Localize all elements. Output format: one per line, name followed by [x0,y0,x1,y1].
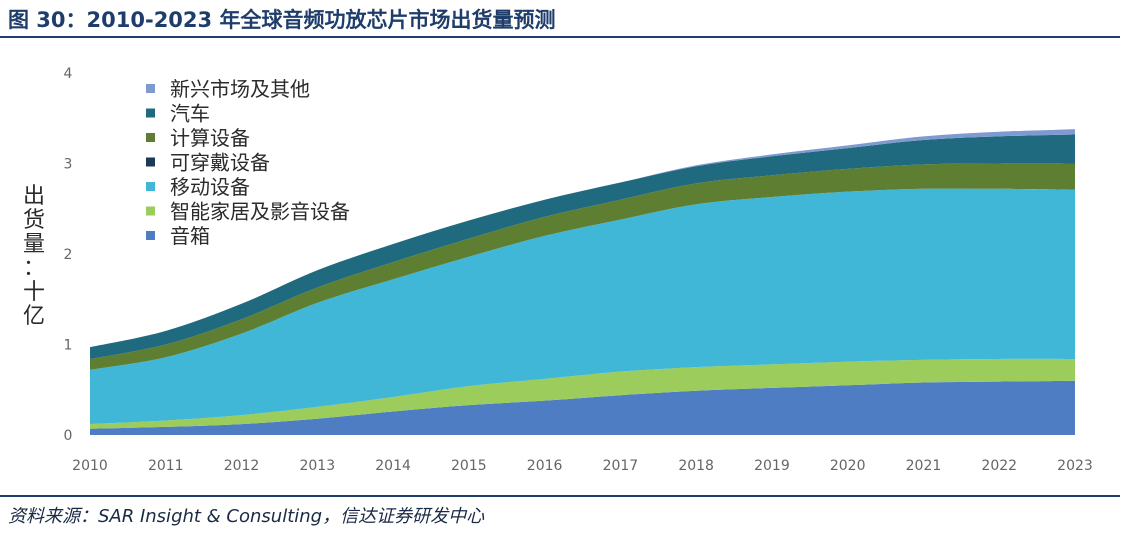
area-series-5 [90,163,1075,370]
x-tick-label: 2016 [527,458,563,474]
legend-label: 汽车 [170,102,210,126]
legend-swatch [146,84,155,93]
top-divider [0,36,1120,38]
x-axis-ticks: 2010 2011 2012 2013 2014 2015 2016 2017 2018 2019… [72,458,1093,474]
area-series-2 [90,358,1075,429]
chart-title: 图 30：2010-2023 年全球音频功放芯片市场出货量预测 [8,8,556,32]
x-tick-label: 2015 [451,458,487,474]
x-tick-label: 2023 [1057,458,1093,474]
area-series-3 [90,188,1075,425]
x-tick-label: 2018 [678,458,714,474]
legend-label: 智能家居及影音设备 [170,200,350,224]
y-tick-label: 3 [64,157,73,173]
legend-label: 可穿戴设备 [170,151,270,175]
area-series-6 [90,134,1075,359]
y-axis-label-char: 出 [23,184,45,209]
area-series-group [90,129,1075,435]
y-axis-label-char: 量 [23,232,45,257]
y-axis-ticks: 0 1 2 3 4 [64,66,73,444]
y-axis-label-char: 货 [23,208,45,233]
y-tick-label: 1 [64,338,73,354]
y-tick-label: 0 [64,428,73,444]
legend-swatch [146,182,155,191]
x-tick-label: 2020 [830,458,866,474]
x-tick-label: 2021 [906,458,942,474]
x-tick-label: 2013 [299,458,335,474]
x-tick-label: 2011 [148,458,184,474]
x-tick-label: 2022 [981,458,1017,474]
x-tick-label: 2017 [603,458,639,474]
legend-label: 新兴市场及其他 [170,77,310,101]
legend-label: 音箱 [170,224,210,248]
bottom-divider [0,495,1120,497]
legend-swatch [146,157,155,167]
x-tick-label: 2019 [754,458,790,474]
x-tick-label: 2014 [375,458,411,474]
y-tick-label: 4 [64,66,73,82]
y-axis-label-char: 亿 [23,304,45,329]
legend-label: 移动设备 [170,175,250,199]
legend-label: 计算设备 [170,126,250,150]
y-axis-label: 出货量：十亿 [23,184,45,329]
y-tick-label: 2 [64,247,73,263]
legend-swatch [146,231,155,240]
source-note: 资料来源：SAR Insight & Consulting，信达证券研发中心 [8,506,485,527]
legend-swatch [146,108,155,118]
y-axis-label-char: 十 [23,280,45,305]
y-axis-label-char: ： [23,256,45,281]
legend-swatch [146,133,155,142]
area-series-1 [90,380,1075,435]
x-tick-label: 2010 [72,458,108,474]
x-tick-label: 2012 [224,458,260,474]
legend-swatch [146,206,155,216]
